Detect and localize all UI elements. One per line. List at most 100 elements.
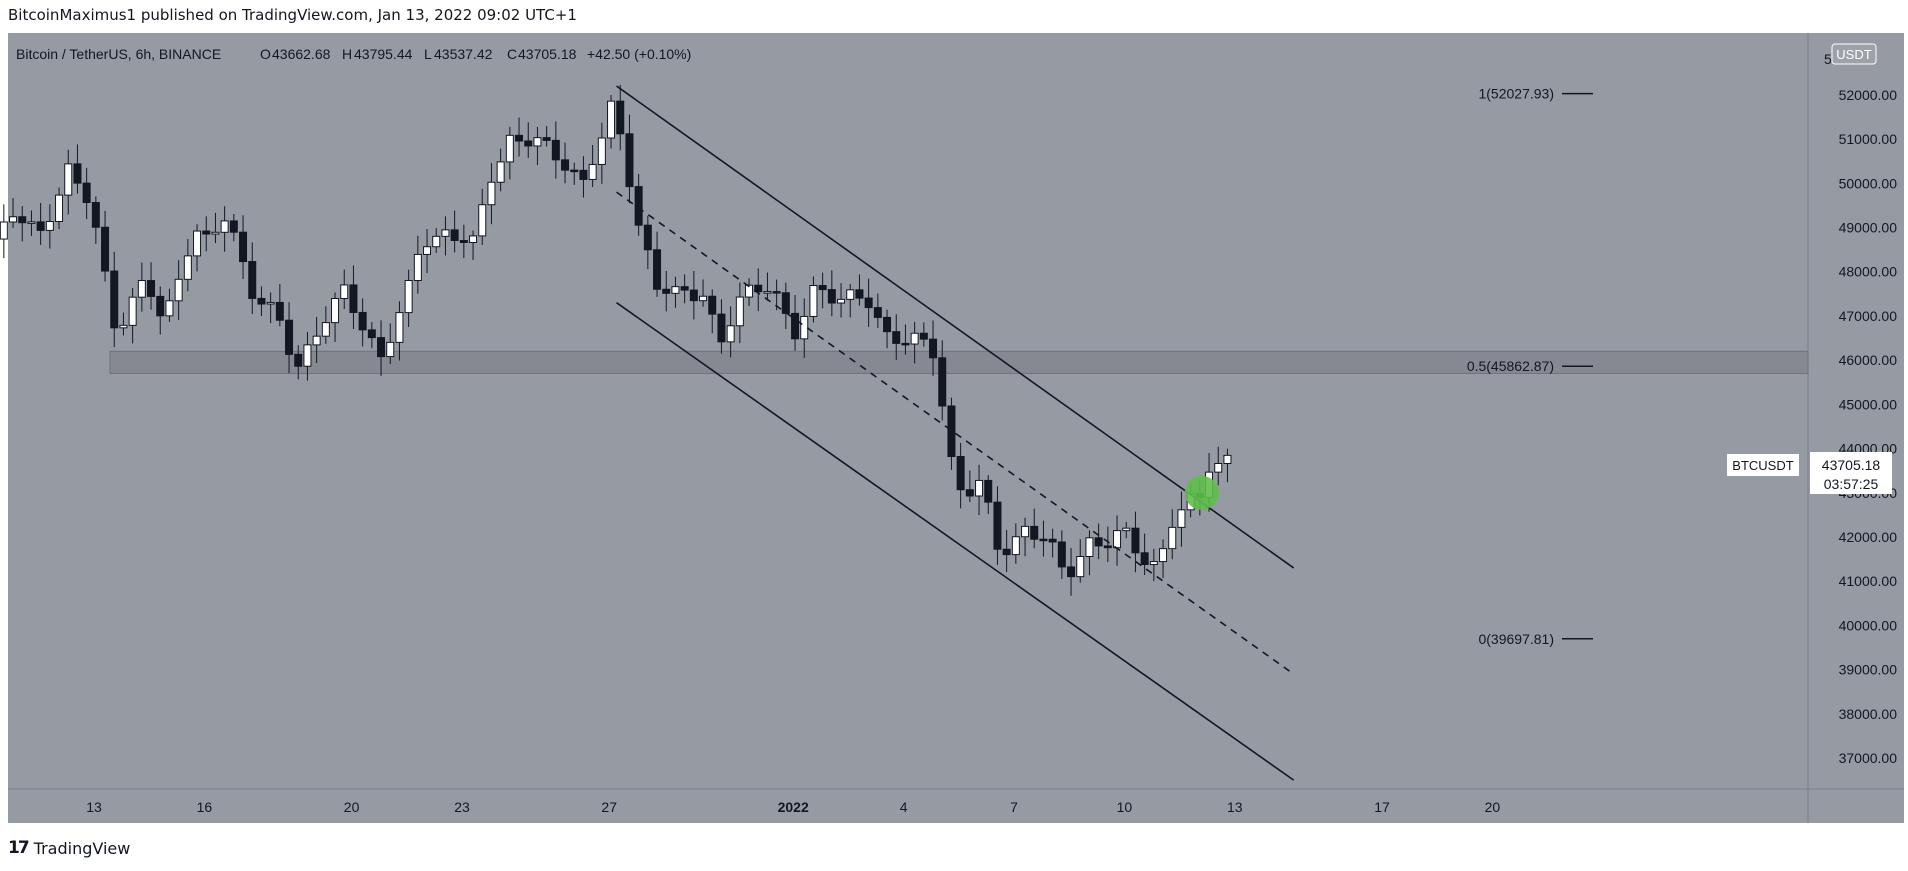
- candle[interactable]: [1214, 463, 1223, 473]
- tradingview-logo[interactable]: 17 TradingView: [8, 838, 130, 858]
- candle[interactable]: [754, 284, 763, 293]
- candle[interactable]: [579, 169, 588, 180]
- candle[interactable]: [156, 295, 165, 317]
- candle[interactable]: [423, 246, 432, 255]
- candle[interactable]: [662, 288, 671, 294]
- candle[interactable]: [0, 221, 8, 240]
- candle[interactable]: [211, 231, 220, 235]
- channel-upper-line[interactable]: [616, 85, 1295, 569]
- candle[interactable]: [938, 357, 947, 407]
- candle[interactable]: [202, 230, 211, 235]
- candle[interactable]: [883, 316, 892, 333]
- candle[interactable]: [533, 137, 542, 147]
- candle[interactable]: [818, 285, 827, 291]
- candle[interactable]: [110, 270, 119, 329]
- candle[interactable]: [643, 224, 652, 251]
- candle[interactable]: [367, 329, 376, 339]
- support-zone[interactable]: [109, 350, 1809, 374]
- candle[interactable]: [625, 133, 634, 188]
- candle[interactable]: [634, 186, 643, 226]
- candle[interactable]: [680, 286, 689, 291]
- candle[interactable]: [312, 335, 321, 346]
- candle[interactable]: [1140, 552, 1149, 566]
- candle[interactable]: [975, 479, 984, 497]
- candle[interactable]: [892, 331, 901, 344]
- candle[interactable]: [901, 342, 910, 346]
- channel-middle-line[interactable]: [616, 191, 1295, 675]
- candle[interactable]: [781, 292, 790, 314]
- candle[interactable]: [708, 295, 717, 315]
- candle[interactable]: [64, 163, 73, 196]
- time-scale-bg[interactable]: [8, 789, 1904, 823]
- candle[interactable]: [220, 220, 229, 233]
- candle[interactable]: [450, 229, 459, 241]
- candle[interactable]: [965, 489, 974, 497]
- currency-badge[interactable]: [1831, 43, 1877, 65]
- candle[interactable]: [165, 300, 174, 317]
- candle[interactable]: [174, 278, 183, 302]
- candle[interactable]: [1122, 527, 1131, 532]
- candle[interactable]: [993, 501, 1002, 550]
- candle[interactable]: [404, 280, 413, 314]
- candle[interactable]: [855, 289, 864, 299]
- candle[interactable]: [515, 134, 524, 142]
- candle[interactable]: [597, 137, 606, 165]
- price-scale-bg[interactable]: [1808, 33, 1904, 789]
- candle[interactable]: [487, 181, 496, 206]
- candle[interactable]: [248, 261, 257, 299]
- candle[interactable]: [1011, 536, 1020, 556]
- candle[interactable]: [303, 344, 312, 367]
- candle[interactable]: [9, 216, 18, 223]
- candle[interactable]: [1149, 561, 1158, 566]
- candle[interactable]: [285, 319, 294, 355]
- candle[interactable]: [864, 297, 873, 309]
- candle[interactable]: [183, 255, 192, 280]
- candle[interactable]: [551, 139, 560, 161]
- candle[interactable]: [800, 315, 809, 340]
- candle[interactable]: [1076, 556, 1085, 578]
- candle[interactable]: [671, 286, 680, 294]
- candle[interactable]: [1039, 538, 1048, 542]
- candle[interactable]: [1103, 545, 1112, 549]
- candle[interactable]: [735, 296, 744, 327]
- candle[interactable]: [193, 230, 202, 257]
- candle[interactable]: [745, 284, 754, 298]
- candle[interactable]: [570, 169, 579, 173]
- candle[interactable]: [607, 100, 616, 139]
- candle[interactable]: [413, 253, 422, 282]
- candle[interactable]: [947, 405, 956, 457]
- candle[interactable]: [1223, 454, 1232, 465]
- candle[interactable]: [542, 137, 551, 141]
- candle[interactable]: [1030, 525, 1039, 540]
- candle[interactable]: [432, 235, 441, 248]
- candle[interactable]: [910, 332, 919, 345]
- candle[interactable]: [1021, 525, 1030, 538]
- candle[interactable]: [588, 163, 597, 180]
- candle[interactable]: [1048, 538, 1057, 543]
- candle[interactable]: [469, 235, 478, 243]
- candle[interactable]: [791, 312, 800, 340]
- candle[interactable]: [726, 325, 735, 343]
- candle[interactable]: [459, 239, 468, 243]
- candle[interactable]: [873, 307, 882, 318]
- candle[interactable]: [377, 337, 386, 358]
- candle[interactable]: [1002, 548, 1011, 556]
- candle[interactable]: [1113, 530, 1122, 549]
- candle[interactable]: [349, 284, 358, 313]
- candle[interactable]: [340, 284, 349, 299]
- candle[interactable]: [496, 161, 505, 183]
- candle[interactable]: [717, 313, 726, 343]
- candle[interactable]: [128, 296, 137, 326]
- candle[interactable]: [505, 134, 514, 163]
- candle[interactable]: [36, 221, 45, 231]
- candle[interactable]: [1085, 537, 1094, 558]
- candle[interactable]: [699, 295, 708, 302]
- candle[interactable]: [386, 341, 395, 358]
- candle[interactable]: [395, 312, 404, 343]
- candle[interactable]: [27, 221, 36, 224]
- candle[interactable]: [478, 204, 487, 237]
- candle[interactable]: [1168, 526, 1177, 550]
- candle[interactable]: [984, 479, 993, 503]
- candle[interactable]: [18, 216, 27, 224]
